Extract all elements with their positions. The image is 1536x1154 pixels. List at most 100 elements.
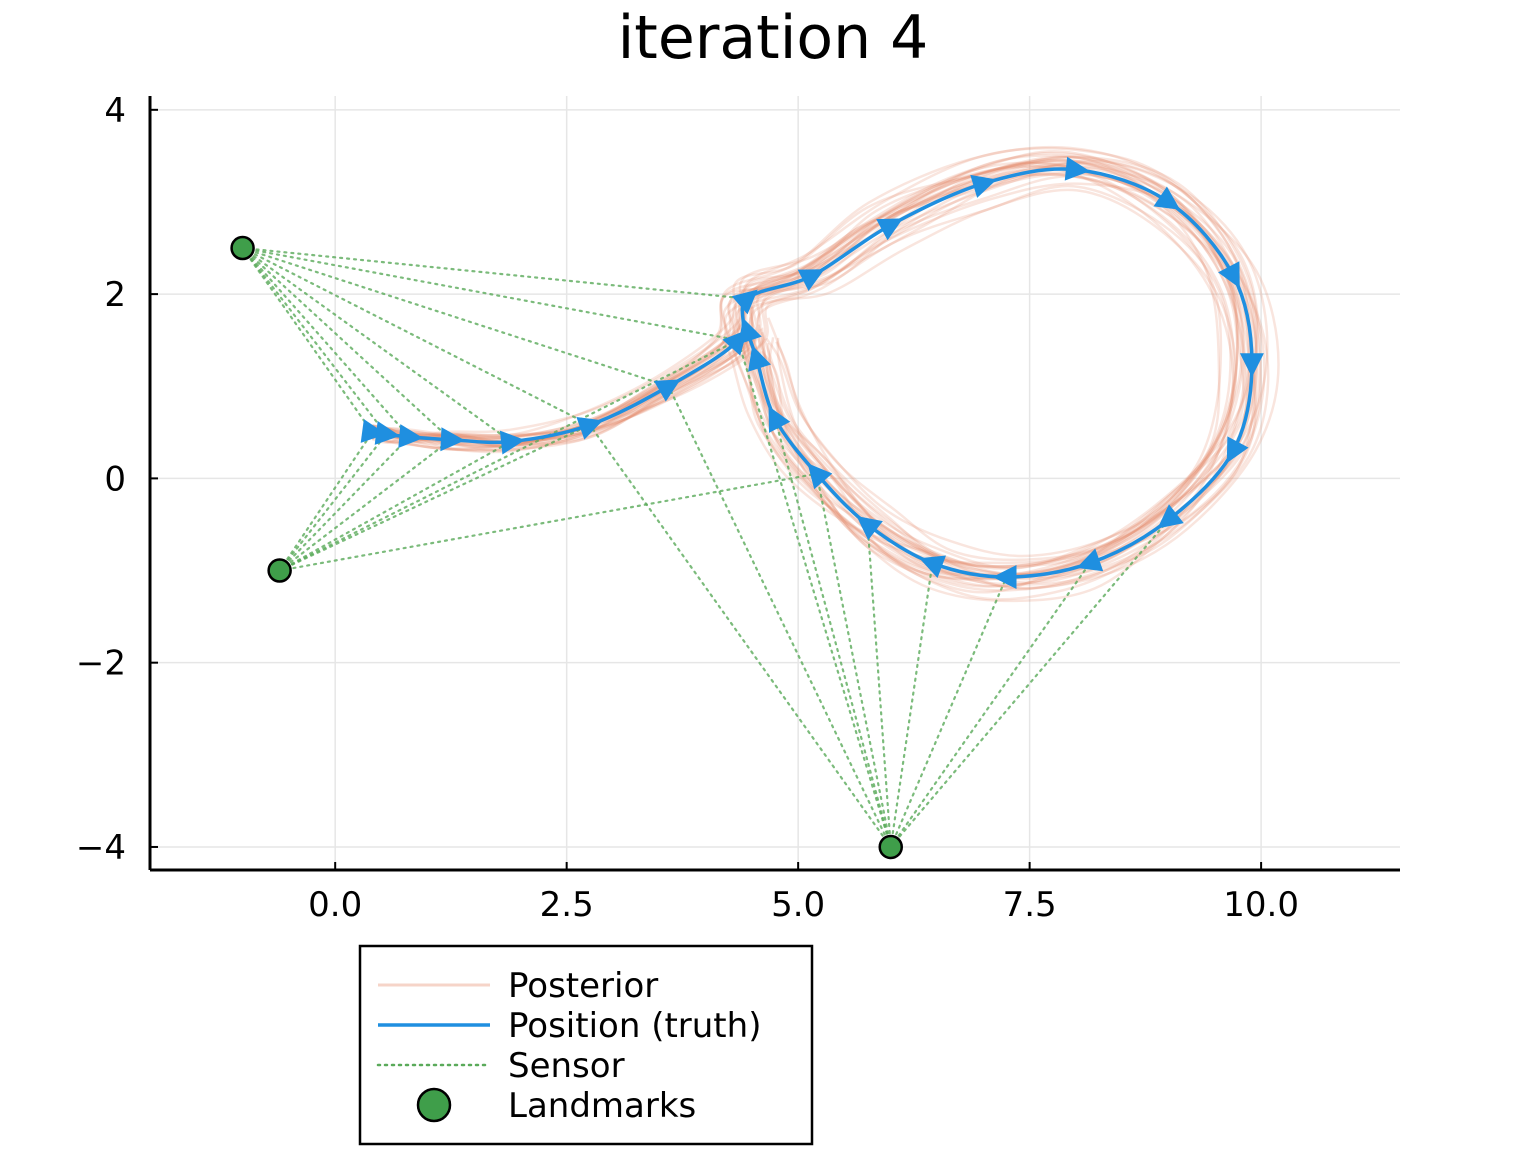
posterior-sample-line <box>371 155 1259 570</box>
y-tick-label: 0 <box>104 459 126 499</box>
sensor-line <box>736 339 892 849</box>
sensor-line <box>667 385 892 849</box>
posterior-sample-line <box>371 173 1256 584</box>
sensor-line <box>278 435 411 572</box>
legend-label: Landmarks <box>508 1086 696 1126</box>
truth-arrow-marker <box>440 427 465 452</box>
truth-arrow-marker <box>876 218 904 241</box>
truth-arrow-marker <box>1226 436 1249 464</box>
legend-swatch-landmark <box>416 1087 452 1123</box>
posterior-sample-line <box>371 156 1239 580</box>
truth-arrow-marker <box>919 555 946 578</box>
truth-arrow-marker <box>1153 186 1181 210</box>
posterior-sample-line <box>371 151 1246 562</box>
posterior-sample-line <box>372 184 1232 569</box>
posterior-sample-line <box>371 159 1269 565</box>
sensor-line <box>241 246 591 427</box>
posterior-sample-line <box>372 161 1221 588</box>
truth-arrow-marker <box>1218 261 1240 289</box>
sensor-line <box>815 472 892 849</box>
sensor-line <box>241 246 740 342</box>
posterior-sample-line <box>371 158 1248 568</box>
truth-layer <box>360 156 1264 589</box>
truth-arrow-marker <box>398 424 424 449</box>
truth-arrow-marker <box>807 463 833 490</box>
posterior-sample-line <box>371 160 1243 558</box>
posterior-sample-line <box>371 155 1256 603</box>
posterior-sample-line <box>371 182 1266 576</box>
truth-arrow-marker <box>797 269 825 291</box>
truth-arrow-marker <box>1239 353 1264 378</box>
landmark-point <box>267 558 292 583</box>
landmark-point <box>878 834 903 860</box>
axes: 0.0 2.5 5.0 7.5 10.0 4 2 0 −2 −4 <box>76 91 1400 925</box>
legend-label: Position (truth) <box>508 1006 761 1046</box>
x-tick-label: 2.5 <box>540 885 594 925</box>
truth-arrow-marker <box>1064 156 1090 181</box>
truth-arrow-marker <box>374 421 400 445</box>
truth-arrow-marker <box>576 417 604 440</box>
posterior-sample-line <box>372 172 1259 570</box>
posterior-sample-line <box>371 165 1258 577</box>
posterior-sample-line <box>371 163 1239 577</box>
truth-arrow-marker <box>360 419 387 443</box>
legend-label: Sensor <box>508 1046 625 1086</box>
posterior-sample-line <box>371 165 1235 601</box>
y-tick-label: 4 <box>104 91 126 131</box>
chart-title: iteration 4 <box>618 3 929 73</box>
x-tick-label: 0.0 <box>308 885 362 925</box>
sensor-line <box>889 518 1170 849</box>
posterior-sample-line <box>371 159 1250 577</box>
sensor-line <box>278 472 818 572</box>
truth-arrow-marker <box>499 430 526 455</box>
truth-arrow-marker <box>992 565 1017 589</box>
landmark-point <box>230 235 255 261</box>
posterior-sample-line <box>371 147 1261 592</box>
sensor-line <box>866 523 892 849</box>
sensor-line <box>278 438 453 572</box>
posterior-sample-line <box>371 158 1258 568</box>
x-tick-label: 5.0 <box>771 885 825 925</box>
sensor-line <box>278 440 513 572</box>
grid <box>150 96 1400 870</box>
sensor-line <box>241 246 388 436</box>
sensor-line <box>241 246 513 443</box>
sensor-line <box>278 431 374 572</box>
posterior-sample-line <box>372 171 1239 580</box>
truth-arrow-marker <box>970 174 997 198</box>
truth-arrow-marker <box>1076 548 1104 572</box>
sensor-line <box>241 246 749 300</box>
x-tick-label: 7.5 <box>1003 885 1057 925</box>
posterior-sample-line <box>372 164 1270 581</box>
posterior-sample-line <box>372 164 1251 579</box>
truth-arrow-marker <box>768 406 791 433</box>
posterior-sample-line <box>371 161 1223 594</box>
truth-arrow-marker <box>748 345 771 372</box>
posterior-sample-line <box>371 172 1257 590</box>
sensor-line <box>278 339 740 572</box>
sensor-line <box>241 246 670 388</box>
truth-arrow-marker <box>653 379 681 402</box>
sensor-line <box>241 246 453 441</box>
truth-arrow-marker <box>738 317 762 345</box>
posterior-layer <box>371 145 1280 603</box>
landmark-layer <box>230 235 903 860</box>
x-tick-label: 10.0 <box>1223 885 1299 925</box>
posterior-sample-line <box>371 154 1251 582</box>
y-tick-label: −4 <box>76 828 126 868</box>
sensor-line <box>588 423 892 849</box>
legend-label: Posterior <box>508 966 658 1006</box>
posterior-sample-line <box>371 150 1245 588</box>
posterior-sample-line <box>371 167 1246 586</box>
sensor-line <box>889 575 1008 849</box>
truth-arrow-marker <box>1157 504 1184 529</box>
y-tick-label: −2 <box>76 644 126 684</box>
truth-arrow-marker <box>856 515 883 541</box>
sensor-line <box>278 433 388 572</box>
sensor-layer <box>241 246 1170 849</box>
sensor-line <box>278 423 591 572</box>
posterior-sample-line <box>372 174 1236 580</box>
posterior-sample-line <box>371 188 1238 577</box>
